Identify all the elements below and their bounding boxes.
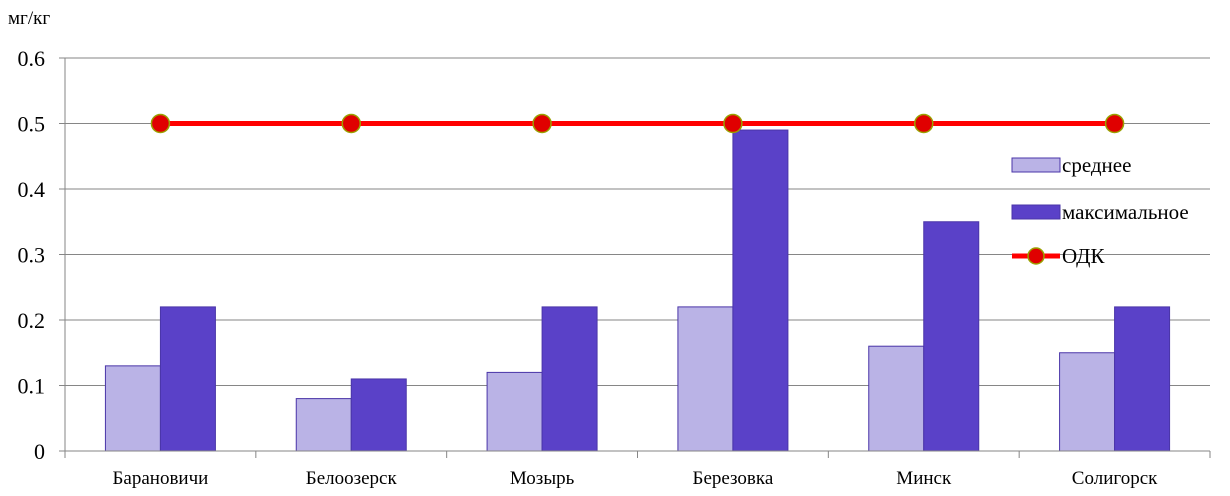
y-tick-label: 0 — [34, 439, 45, 464]
legend-swatch-average — [1011, 157, 1061, 173]
axes: 0 0.1 0.2 0.3 0.4 0.5 0.6 Барановичи Белоозерск М… — [18, 46, 1211, 489]
x-tick-label: Белоозерск — [306, 468, 398, 489]
bar-average — [295, 398, 352, 452]
bars — [104, 129, 1171, 452]
y-tick-label: 0.5 — [18, 112, 46, 137]
legend-label: ОДК — [1062, 244, 1105, 268]
x-tick-label: Барановичи — [113, 468, 209, 489]
bar-average — [1059, 352, 1116, 452]
y-tick-label: 0.6 — [18, 46, 46, 71]
odk-marker — [1104, 113, 1125, 134]
bar-average — [104, 365, 161, 452]
bar-average — [486, 371, 543, 452]
odk-marker — [914, 113, 934, 134]
bar-maximum — [350, 378, 407, 452]
x-tick-label: Березовка — [693, 468, 774, 489]
x-tick-label: Мозырь — [510, 468, 575, 489]
bar-maximum — [923, 221, 980, 452]
legend-swatch-odk-marker — [1027, 247, 1045, 265]
y-tick-label: 0.3 — [18, 243, 46, 268]
odk-marker — [150, 113, 171, 134]
bar-average — [868, 345, 925, 452]
bar-average — [677, 306, 734, 452]
y-axis-unit-label: мг/кг — [8, 8, 50, 29]
gridlines — [65, 57, 1210, 386]
bar-maximum — [541, 306, 598, 452]
y-tick-label: 0.1 — [18, 374, 46, 399]
bar-maximum — [159, 306, 216, 452]
odk-line-series — [150, 113, 1125, 134]
x-tick-label: Солигорск — [1072, 468, 1158, 489]
odk-marker — [723, 113, 743, 134]
y-tick-label: 0.4 — [18, 177, 46, 202]
y-tick-label: 0.2 — [18, 308, 46, 333]
legend-label: максимальное — [1062, 200, 1189, 224]
odk-marker — [532, 113, 552, 134]
bar-maximum — [1114, 306, 1171, 452]
legend-swatch-maximum — [1011, 204, 1061, 220]
x-tick-label: Минск — [896, 468, 952, 489]
bar-maximum — [732, 129, 789, 452]
legend-label: среднее — [1062, 153, 1131, 177]
odk-marker — [341, 113, 361, 134]
legend: среднее максимальное ОДК — [1011, 153, 1189, 268]
